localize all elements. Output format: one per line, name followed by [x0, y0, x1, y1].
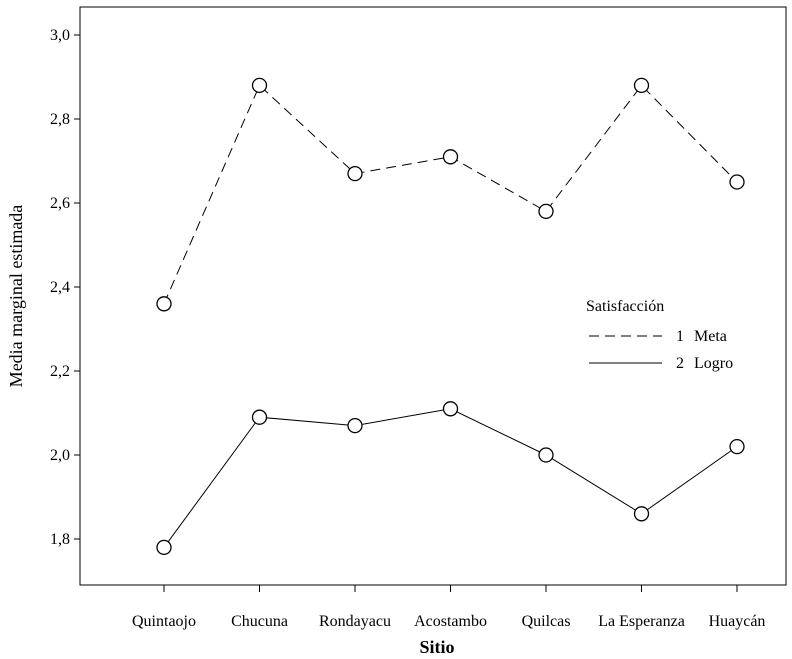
data-point-logro: [633, 506, 650, 522]
plot-frame: [79, 6, 787, 586]
x-tick-label: Quilcas: [522, 613, 571, 630]
x-tick-label: Chucuna: [231, 613, 288, 630]
y-tick-label: 2,8: [50, 111, 70, 128]
data-point-logro: [347, 417, 363, 434]
data-point-logro: [729, 438, 745, 455]
data-point-meta: [251, 77, 268, 94]
series-layer: [156, 77, 745, 556]
x-tick-label: Rondayacu: [319, 613, 391, 630]
data-point-meta: [156, 296, 172, 312]
legend-number-meta: 1: [676, 328, 684, 345]
data-point-logro: [538, 447, 554, 463]
y-tick-label: 2,0: [50, 447, 70, 464]
x-tick-label: Huaycán: [709, 613, 766, 630]
x-axis-title: Sitio: [419, 637, 454, 657]
y-axis: 1,8 2,0 2,2 2,4 2,6 2,8 3,0: [50, 27, 80, 548]
legend-label-meta: Meta: [694, 328, 727, 345]
data-point-logro: [442, 401, 459, 417]
x-axis: Quintaojo Chucuna Rondayacu Acostambo Quilca…: [132, 585, 765, 630]
series-line-logro: [163, 408, 738, 548]
data-point-meta: [633, 77, 650, 94]
y-tick-label: 3,0: [50, 27, 70, 44]
data-point-meta: [538, 203, 554, 220]
y-tick-label: 1,8: [50, 531, 70, 548]
legend-title: Satisfacción: [586, 298, 664, 315]
data-point-meta: [442, 149, 459, 165]
y-axis-title: Media marginal estimada: [6, 205, 26, 388]
x-tick-label: Quintaojo: [132, 613, 196, 630]
series-line-meta: [163, 84, 738, 305]
data-point-meta: [729, 174, 745, 190]
legend: Satisfacción 1 Meta 2 Logro: [586, 298, 733, 372]
x-tick-label: Acostambo: [414, 613, 487, 630]
data-point-meta: [347, 165, 363, 182]
y-tick-label: 2,6: [50, 195, 70, 212]
y-tick-label: 2,4: [50, 279, 70, 296]
x-tick-label: La Esperanza: [598, 613, 685, 630]
legend-number-logro: 2: [676, 355, 684, 372]
data-point-logro: [156, 539, 172, 556]
legend-label-logro: Logro: [694, 355, 733, 372]
data-point-logro: [251, 409, 268, 425]
y-tick-label: 2,2: [50, 363, 70, 380]
